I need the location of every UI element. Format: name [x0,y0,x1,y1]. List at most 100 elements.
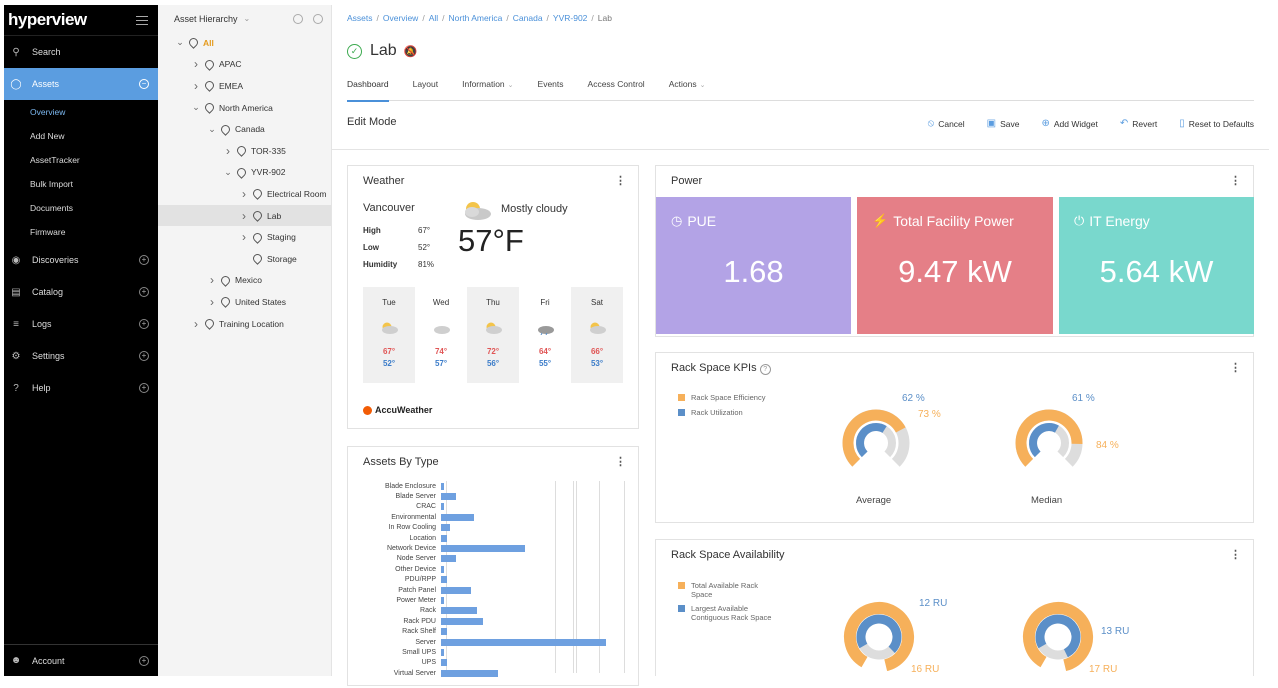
bar[interactable] [441,607,477,615]
expand-icon[interactable]: + [139,319,149,329]
expand-icon[interactable]: + [139,287,149,297]
chevron-right-icon[interactable]: › [194,316,198,331]
chevron-down-icon[interactable]: ⌄ [176,37,184,48]
tab-access-control[interactable]: Access Control [588,75,645,101]
sidebar-item-account[interactable]: ☻ Account + [4,644,158,676]
tree-node[interactable]: ⌄ All [158,32,331,54]
asset-hierarchy-title[interactable]: Asset Hierarchy [174,13,238,24]
breadcrumb-item[interactable]: Canada [512,13,543,23]
chevron-right-icon[interactable]: › [226,143,230,158]
sidebar-subitem-documents[interactable]: Documents [30,203,73,213]
sidebar-subitem-assettracker[interactable]: AssetTracker [30,155,80,165]
sidebar-item-catalog[interactable]: ▤ Catalog + [4,276,158,308]
bar[interactable] [441,524,450,532]
more-menu-icon[interactable]: ⋮ [615,175,626,187]
revert-button[interactable]: ↶ Revert [1120,118,1157,129]
chevron-right-icon[interactable]: › [242,208,246,223]
more-menu-icon[interactable]: ⋮ [615,456,626,468]
chevron-right-icon[interactable]: › [242,230,246,245]
chevron-down-icon[interactable]: ⌄ [243,14,251,23]
it-energy-tile[interactable]: ⏻ IT Energy 5.64 kW [1059,197,1254,334]
bar[interactable] [441,493,456,501]
chevron-right-icon[interactable]: › [194,78,198,93]
back-icon[interactable] [313,13,323,24]
chevron-right-icon[interactable]: › [210,294,214,309]
help-icon[interactable]: ? [759,364,771,375]
chevron-down-icon[interactable]: ⌄ [224,166,232,177]
tab-information[interactable]: Information ⌄ [462,75,513,101]
breadcrumb-item[interactable]: All [428,13,439,23]
chevron-down-icon[interactable]: ⌄ [192,102,200,113]
refresh-icon[interactable] [293,13,303,24]
sidebar-subitem-firmware[interactable]: Firmware [30,227,66,237]
save-button[interactable]: ▣ Save [987,118,1020,129]
bar[interactable] [441,576,447,584]
bar[interactable] [441,659,447,667]
bell-muted-icon[interactable]: 🔕 [403,45,418,58]
chevron-right-icon[interactable]: › [194,57,198,72]
cancel-button[interactable]: ⦸ Cancel [928,118,965,129]
total-facility-power-tile[interactable]: ⚡ Total Facility Power 9.47 kW [857,197,1053,334]
tree-node[interactable]: › Staging [158,226,331,248]
breadcrumb-item[interactable]: North America [448,13,503,23]
tab-events[interactable]: Events [538,75,564,101]
tree-node[interactable]: › APAC [158,54,331,76]
breadcrumb-item[interactable]: YVR-902 [552,13,588,23]
bar[interactable] [441,545,525,553]
bar[interactable] [441,586,471,594]
hamburger-menu-icon[interactable] [136,15,148,25]
bar[interactable] [441,628,447,636]
chevron-down-icon[interactable]: ⌄ [208,123,216,134]
more-menu-icon[interactable]: ⋮ [1230,175,1241,187]
sidebar-item-search[interactable]: ⚲ Search [4,36,158,68]
expand-icon[interactable]: + [139,351,149,361]
bar[interactable] [441,534,447,542]
bar[interactable] [441,482,444,490]
tab-layout[interactable]: Layout [413,75,439,101]
expand-icon[interactable]: + [139,383,149,393]
accuweather-logo[interactable]: AccuWeather [363,405,432,415]
tree-node[interactable]: › Electrical Room [158,183,331,205]
sidebar-item-discoveries[interactable]: ◉ Discoveries + [4,244,158,276]
tree-node[interactable]: › EMEA [158,75,331,97]
sidebar-item-logs[interactable]: ≡ Logs + [4,308,158,340]
bar[interactable] [441,649,444,657]
tab-dashboard[interactable]: Dashboard [347,75,389,102]
tree-node[interactable]: › United States [158,291,331,313]
reset-to-defaults-button[interactable]: ▯ Reset to Defaults [1179,118,1254,129]
bar[interactable] [441,555,456,563]
expand-icon[interactable]: + [139,255,149,265]
sidebar-subitem-bulk-import[interactable]: Bulk Import [30,179,73,189]
breadcrumb-item[interactable]: Overview [382,13,419,23]
sidebar-item-assets[interactable]: ◯ Assets − [4,68,158,100]
breadcrumb-item[interactable]: Assets [347,13,373,23]
bar[interactable] [441,513,474,521]
tab-actions[interactable]: Actions ⌄ [669,75,706,101]
pue-tile[interactable]: ◷ PUE 1.68 [656,197,851,334]
more-menu-icon[interactable]: ⋮ [1230,549,1241,561]
bar[interactable] [441,565,444,573]
sidebar-item-help[interactable]: ? Help + [4,372,158,404]
tree-node[interactable]: ⌄ Canada [158,118,331,140]
tree-node[interactable]: › Mexico [158,270,331,292]
tree-node[interactable]: › Training Location [158,313,331,335]
tree-node[interactable]: ⌄ YVR-902 [158,162,331,184]
tree-node[interactable]: Storage [158,248,331,270]
bar[interactable] [441,638,606,646]
tree-node[interactable]: › TOR-335 [158,140,331,162]
sidebar-item-settings[interactable]: ⚙ Settings + [4,340,158,372]
sidebar-subitem-add-new[interactable]: Add New [30,131,65,141]
bar[interactable] [441,597,444,605]
bar[interactable] [441,669,498,677]
add-widget-button[interactable]: ⊕ Add Widget [1042,118,1098,129]
bar[interactable] [441,503,444,511]
chevron-right-icon[interactable]: › [210,273,214,288]
more-menu-icon[interactable]: ⋮ [1230,362,1241,374]
bar[interactable] [441,617,483,625]
logo[interactable]: hyperview [8,10,87,29]
tree-node[interactable]: › Lab [158,204,331,227]
chevron-right-icon[interactable]: › [242,186,246,201]
expand-icon[interactable]: + [139,655,149,666]
sidebar-subitem-overview[interactable]: Overview [30,107,66,117]
collapse-icon[interactable]: − [139,79,149,89]
